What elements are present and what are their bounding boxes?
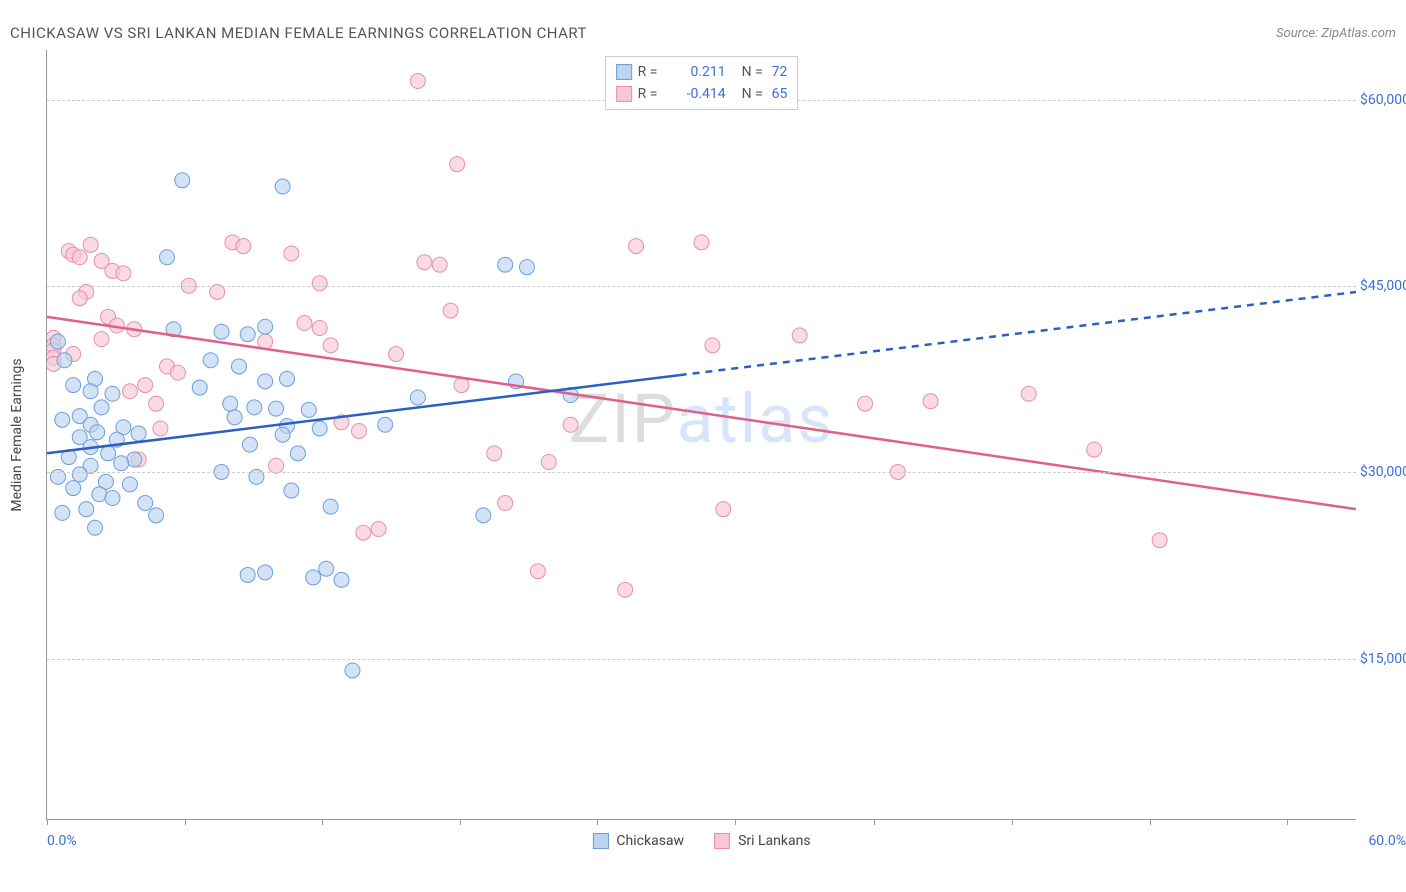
gridline [47,472,1356,473]
ytick-label: $45,000 [1360,278,1406,294]
chart-plot-area: Median Female Earnings ZIPatlas $15,000$… [46,50,1356,820]
ytick-label: $15,000 [1360,651,1406,667]
legend-swatch [714,833,730,849]
legend-item: Sri Lankans [714,833,811,849]
r-value: 0.211 [674,61,726,83]
yaxis-title: Median Female Earnings [9,358,25,511]
legend-swatch [616,64,632,80]
ytick-label: $60,000 [1360,92,1406,108]
chart-title: CHICKASAW VS SRI LANKAN MEDIAN FEMALE EA… [10,24,587,42]
xtick [597,819,598,825]
r-label: R = [638,83,668,105]
xtick [185,819,186,825]
n-label: N = [742,83,766,105]
legend-stats-row: R = 0.211 N = 72 [616,61,788,83]
xtick [874,819,875,825]
bottom-legend: Chickasaw Sri Lankans [592,833,810,849]
xtick [1287,819,1288,825]
source-text: Source: ZipAtlas.com [1276,26,1396,41]
gridline [47,659,1356,660]
gridline [47,286,1356,287]
legend-label: Chickasaw [616,833,684,849]
legend-label: Sri Lankans [738,833,811,849]
r-value: -0.414 [674,83,726,105]
xtick [322,819,323,825]
r-label: R = [638,61,668,83]
xtick [460,819,461,825]
legend-item: Chickasaw [592,833,684,849]
ytick-label: $30,000 [1360,464,1406,480]
xtick [47,819,48,825]
xtick [1012,819,1013,825]
xtick [1150,819,1151,825]
xaxis-max-label: 60.0% [1368,833,1406,849]
n-label: N = [742,61,766,83]
n-value: 72 [772,61,788,83]
legend-swatch [616,86,632,102]
plot-overlay: $15,000$30,000$45,000$60,000 [47,50,1356,819]
legend-swatch [592,833,608,849]
legend-stats-box: R = 0.211 N = 72 R = -0.414 N = 65 [605,56,799,110]
legend-stats-row: R = -0.414 N = 65 [616,83,788,105]
xtick [735,819,736,825]
n-value: 65 [772,83,788,105]
xaxis-min-label: 0.0% [47,833,77,849]
